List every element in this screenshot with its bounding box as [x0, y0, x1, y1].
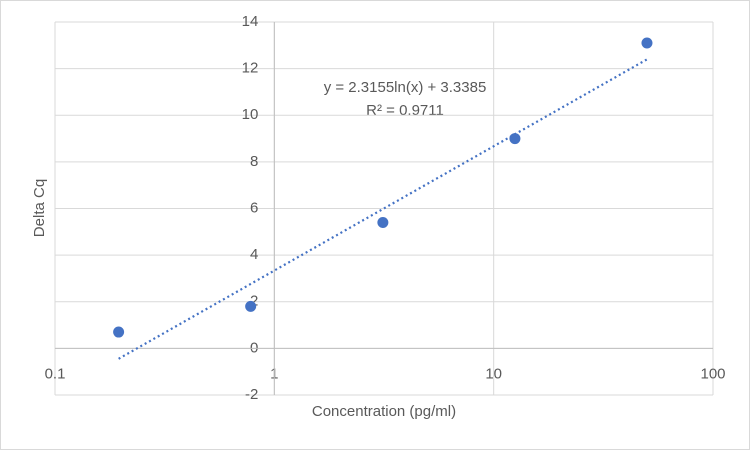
y-tick-label: 14 [242, 13, 259, 30]
data-point [245, 300, 257, 312]
x-tick-label: 0.1 [45, 365, 66, 382]
trendline-equation: y = 2.3155ln(x) + 3.3385 [324, 79, 487, 96]
trendline-r2: R² = 0.9711 [366, 102, 444, 119]
data-point [113, 326, 125, 338]
data-point [377, 216, 389, 228]
y-tick-label: 8 [250, 153, 258, 170]
x-tick-label: 100 [700, 365, 725, 382]
y-tick-label: 12 [242, 60, 259, 77]
x-axis-title: Concentration (pg/ml) [312, 403, 456, 420]
y-tick-label: 4 [250, 246, 258, 263]
data-point [641, 37, 653, 49]
x-tick-label: 10 [485, 365, 502, 382]
y-tick-label: 10 [242, 106, 259, 123]
y-tick-label: 2 [250, 293, 258, 310]
trendline [118, 58, 648, 360]
y-tick-label: -2 [245, 386, 258, 403]
y-tick-label: 0 [250, 339, 258, 356]
data-point [509, 133, 521, 145]
y-tick-label: 6 [250, 199, 258, 216]
y-axis-title: Delta Cq [31, 179, 48, 237]
